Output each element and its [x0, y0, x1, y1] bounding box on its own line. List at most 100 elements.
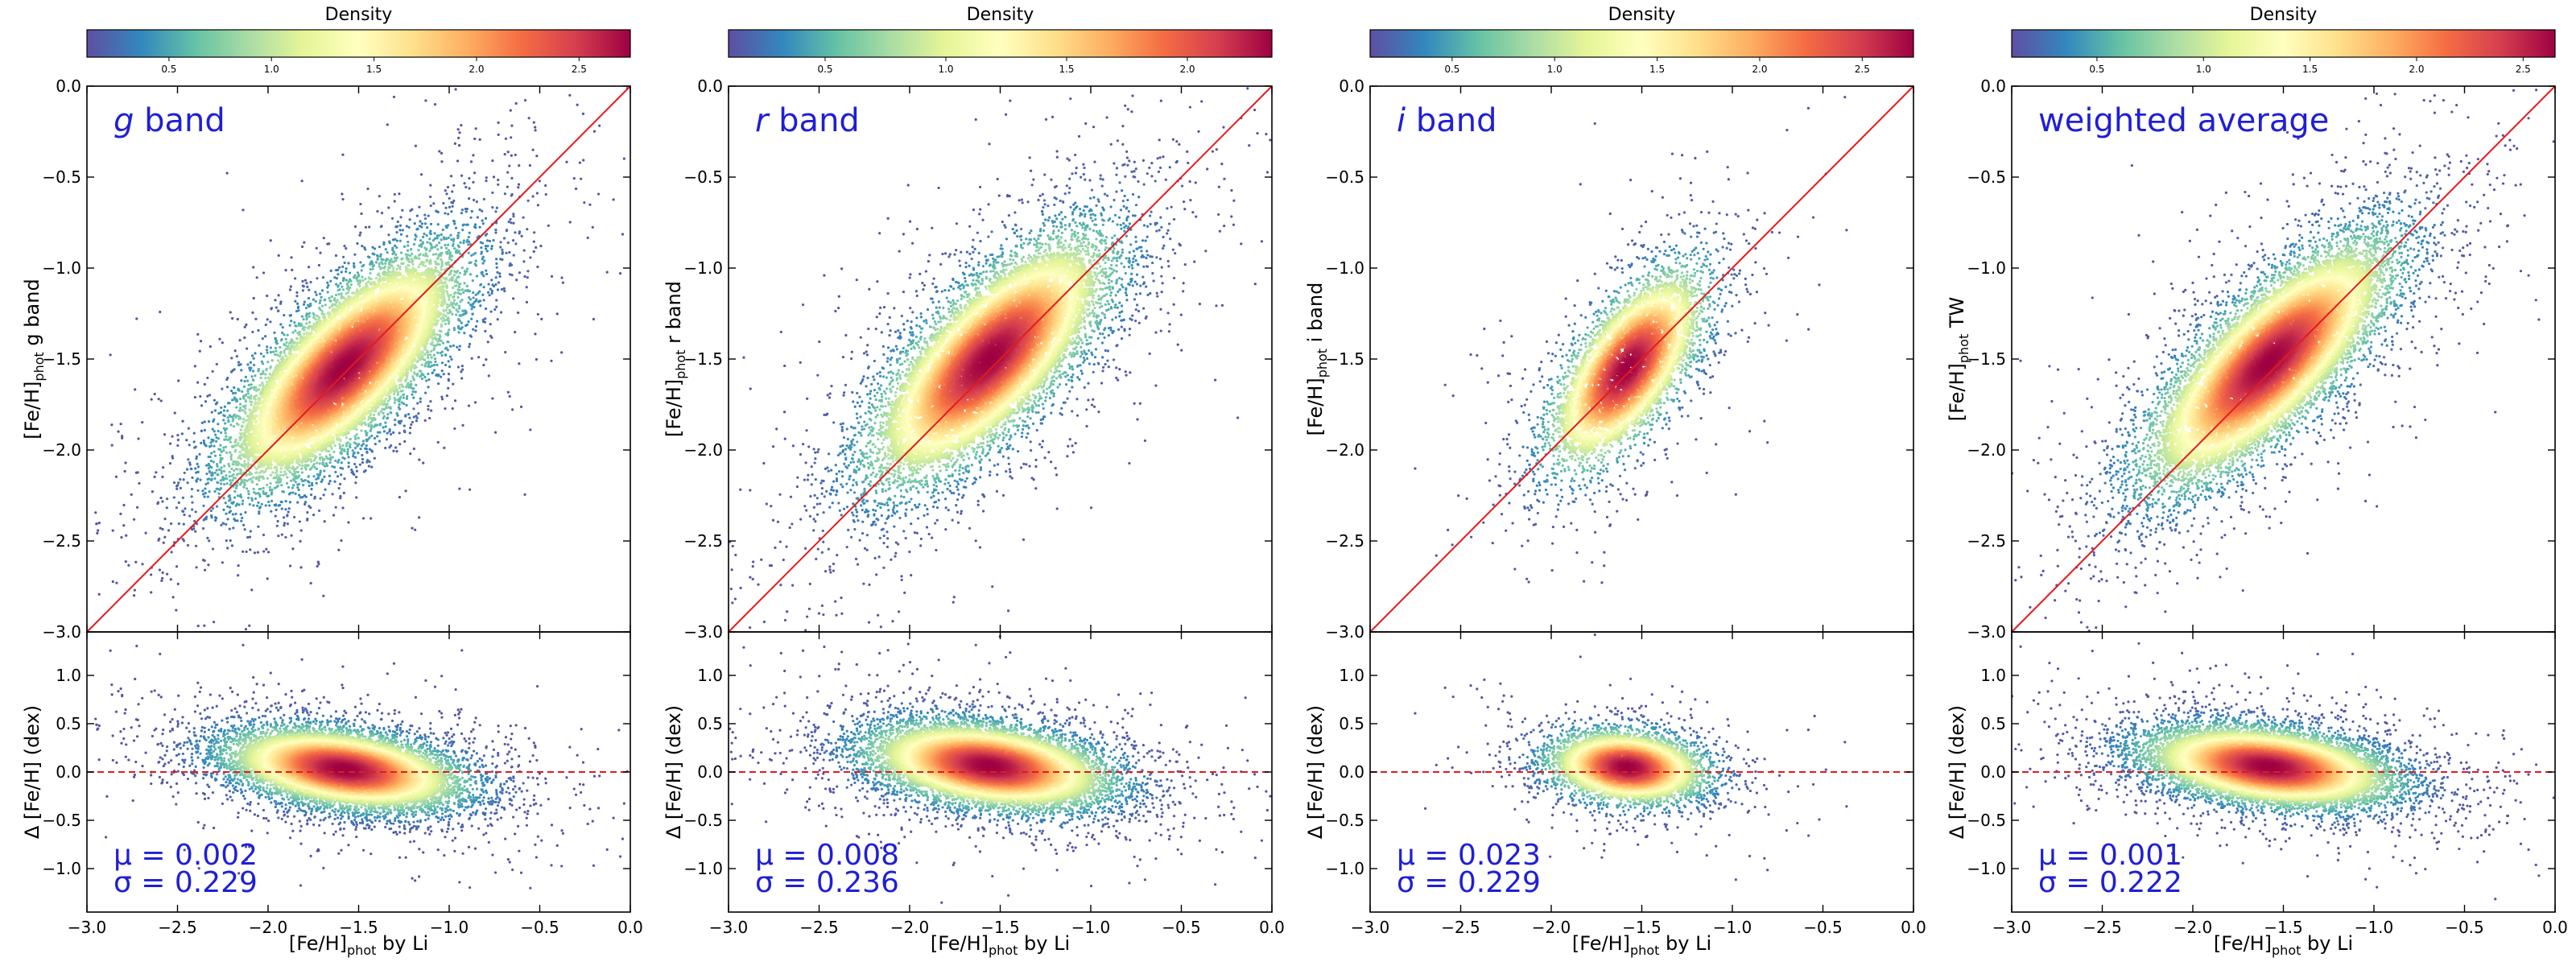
data-point: [473, 296, 475, 299]
data-point: [457, 128, 460, 130]
data-point: [208, 463, 210, 465]
data-point: [355, 496, 357, 498]
data-point: [281, 534, 283, 536]
data-point: [316, 315, 318, 317]
data-point: [535, 246, 537, 249]
data-point: [385, 260, 387, 262]
data-point: [366, 188, 369, 190]
data-point: [180, 487, 182, 489]
data-point: [341, 192, 343, 195]
data-point: [196, 463, 199, 465]
data-point: [419, 369, 421, 372]
data-point: [197, 465, 200, 468]
data-point: [170, 578, 172, 580]
data-point: [361, 269, 363, 271]
data-point: [276, 474, 279, 477]
data-point: [531, 195, 534, 197]
data-point: [242, 397, 245, 399]
data-point: [407, 413, 410, 415]
data-point: [423, 213, 426, 216]
data-point: [450, 358, 452, 361]
data-point: [430, 204, 432, 207]
data-point: [473, 138, 476, 140]
data-point: [421, 222, 423, 225]
data-point: [312, 299, 315, 301]
data-point: [345, 279, 348, 281]
data-point: [406, 235, 408, 237]
data-point: [273, 332, 275, 334]
data-point: [221, 469, 223, 472]
data-point: [195, 566, 197, 568]
data-point: [441, 369, 444, 372]
data-point: [246, 348, 248, 350]
data-point: [507, 242, 510, 244]
data-point: [467, 302, 469, 304]
data-point: [414, 222, 416, 225]
data-point: [242, 524, 245, 526]
data-point: [296, 466, 299, 469]
data-point: [207, 496, 209, 498]
data-point: [175, 488, 178, 490]
data-point: [448, 322, 450, 324]
data-point: [341, 154, 344, 156]
data-point: [505, 138, 507, 140]
data-point: [115, 476, 118, 478]
data-point: [441, 320, 444, 322]
data-point: [226, 386, 229, 388]
data-point: [430, 409, 432, 411]
data-point: [297, 307, 299, 309]
data-point: [158, 538, 160, 540]
data-point: [218, 338, 221, 341]
data-point: [477, 356, 480, 358]
data-point: [394, 402, 396, 404]
data-point: [238, 462, 241, 464]
data-point: [240, 457, 242, 460]
data-point: [245, 628, 247, 630]
data-point: [198, 453, 200, 456]
data-point: [195, 545, 197, 547]
data-point: [275, 509, 278, 511]
data-point: [464, 208, 467, 210]
data-point: [296, 484, 299, 486]
data-point: [260, 353, 262, 355]
data-point: [307, 480, 309, 482]
data-point: [497, 318, 499, 320]
data-point: [353, 254, 356, 256]
data-point: [410, 248, 412, 250]
data-point: [239, 363, 242, 365]
data-point: [270, 239, 272, 242]
data-point: [372, 265, 374, 267]
data-point: [182, 510, 184, 513]
data-point: [317, 561, 320, 564]
data-point: [224, 415, 226, 417]
data-point: [367, 423, 369, 425]
data-point: [432, 202, 435, 204]
data-point: [534, 332, 536, 335]
data-point: [374, 423, 377, 426]
data-point: [395, 450, 398, 452]
data-point: [457, 365, 460, 368]
data-point: [271, 471, 274, 473]
data-point: [536, 266, 539, 268]
data-point: [359, 261, 361, 263]
data-point: [497, 288, 499, 291]
data-point: [428, 237, 431, 240]
data-point: [225, 378, 228, 381]
data-point: [258, 389, 260, 391]
data-point: [262, 550, 265, 552]
data-point: [284, 508, 287, 510]
data-point: [533, 122, 535, 124]
data-point: [393, 96, 395, 98]
data-point: [515, 279, 518, 281]
data-point: [540, 318, 543, 320]
data-point: [438, 150, 440, 152]
data-point: [539, 245, 542, 247]
data-point: [426, 349, 428, 352]
data-point: [204, 569, 206, 572]
data-point: [395, 268, 398, 270]
data-point: [509, 273, 511, 275]
data-point: [299, 520, 301, 522]
data-point: [463, 332, 465, 334]
data-point: [422, 264, 424, 266]
data-point: [229, 510, 232, 512]
